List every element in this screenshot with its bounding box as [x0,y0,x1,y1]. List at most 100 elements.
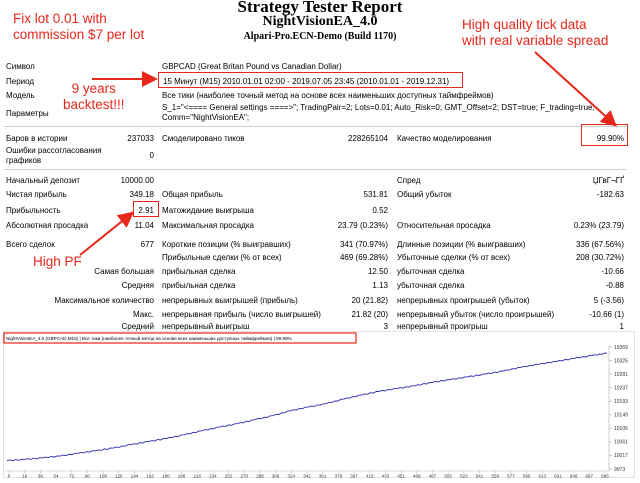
note-quality: High quality tick data with real variabl… [462,17,608,49]
profit-factor-label: Прибыльность [6,206,61,215]
max-label: Макс. [132,310,154,319]
average-profit-value: 1.13 [372,281,388,290]
x-tick-label: 288 [256,474,264,479]
x-tick-label: 234 [209,474,217,479]
y-tick-label: 10193 [614,399,628,405]
average-loss-value: -0.88 [605,281,624,290]
chart-title: NightVisionEA_4.0 (GBPCAD,M15) | Все тик… [6,335,292,341]
expected-payoff-label: Матожидание выигрыша [162,206,254,215]
quality-label: Качество моделирования [397,134,492,143]
x-tick-label: 667 [586,474,594,479]
y-tick-label: 10325 [614,358,628,364]
period-highlight [158,72,463,88]
note-fix-lot-line1: Fix lot 0.01 with [13,11,107,26]
net-profit-value: 349.18 [129,190,154,199]
x-tick-label: 108 [99,474,107,479]
x-tick-label: 415 [366,474,374,479]
x-tick-label: 324 [288,474,296,479]
note-quality-line2: with real variable spread [462,33,609,48]
note-high-pf: High PF [33,254,82,269]
x-tick-label: 577 [507,474,515,479]
max-cons-loss-value: -10.66 (1) [589,310,624,319]
arrow-quality [534,51,617,127]
params-value-line2: Comm="NightVisionEA"; [162,113,250,122]
max-count-label: Максимальное количество [54,296,154,305]
expected-payoff-value: 0.52 [372,206,388,215]
model-label: Модель [6,91,35,100]
balance-chart: NightVisionEA_4.0 (GBPCAD,M15) | Все тик… [2,330,636,479]
max-cons-profit-value: 21.82 (20) [351,310,388,319]
rel-drawdown-value: 0.23% (23.79) [573,221,624,230]
max-cons-profit-label: непрерывная прибыль (число выигрышей) [162,310,321,319]
x-tick-label: 90 [85,474,91,479]
spread-value: ЏГвГ¬ГҐ [592,176,624,185]
y-tick-label: 10237 [614,385,628,391]
short-positions-value: 341 (70.97%) [339,240,388,249]
short-positions-label: Короткие позиции (% выигравших) [162,240,291,249]
x-tick-label: 198 [178,474,186,479]
abs-drawdown-value: 11.04 [134,221,154,230]
x-tick-label: 649 [570,474,578,479]
x-tick-label: 685 [601,474,609,479]
average-label: Средняя [121,281,154,290]
max-cons-wins-value: 20 (21.82) [351,296,388,305]
note-years: 9 years backtest!!! [63,81,125,113]
note-fix-lot: Fix lot 0.01 with commission $7 per lot [13,11,144,43]
y-tick-label: 10017 [614,453,628,459]
bars-value: 237033 [127,134,154,143]
symbol-label: Символ [6,62,35,71]
gross-loss-value: -182.63 [596,190,624,199]
largest-loss-value: -10.66 [601,267,624,276]
y-tick-label: 10105 [614,426,628,432]
y-tick-label: 9973 [614,467,625,473]
long-positions-value: 336 (67.56%) [575,240,624,249]
annotation-arrows [79,51,617,256]
x-tick-label: 126 [115,474,123,479]
x-tick-label: 595 [523,474,531,479]
x-tick-label: 379 [335,474,343,479]
rel-drawdown-label: Относительная просадка [397,221,491,230]
errors-value: 0 [149,151,154,160]
note-fix-lot-line2: commission $7 per lot [13,27,145,42]
ticks-value: 228265104 [347,134,388,143]
x-tick-label: 270 [241,474,249,479]
deposit-value: 10000.00 [120,176,154,185]
largest-label: Самая большая [94,267,154,276]
x-tick-label: 613 [539,474,547,479]
max-drawdown-label: Максимальная просадка [162,221,254,230]
x-tick-label: 631 [554,474,562,479]
params-label: Параметры [6,109,49,118]
x-tick-label: 36 [38,474,44,479]
pf-highlight [133,201,159,217]
quality-value: 99.90% [596,134,624,143]
max-drawdown-value: 23.79 (0.23%) [337,221,388,230]
ea-name: NightVisionEA_4.0 [262,14,378,29]
model-value: Все тики (наиболее точный метод на основ… [162,91,494,100]
note-quality-line1: High quality tick data [462,17,587,32]
average-profit-label: прибыльная сделка [162,281,236,290]
period-value: 15 Минут (M15) 2010.01.01 02:00 - 2019.0… [163,77,450,86]
largest-loss-label: убыточная сделка [397,267,465,276]
x-tick-label: 162 [146,474,154,479]
spread-label: Спред [397,176,421,185]
max-cons-losses-value: 5 (-3.56) [593,296,624,305]
max-cons-wins-label: непрерывных выигрышей (прибыль) [162,296,298,305]
x-tick-label: 487 [429,474,437,479]
y-tick-label: 10149 [614,413,628,419]
x-tick-label: 216 [193,474,201,479]
total-trades-label: Всего сделок [6,240,55,249]
x-tick-label: 523 [460,474,468,479]
period-label: Период [6,77,35,86]
net-profit-label: Чистая прибыль [6,190,67,199]
max-cons-losses-label: непрерывных проигрышей (убыток) [397,296,530,305]
note-years-line2: backtest!!! [63,97,125,112]
abs-drawdown-label: Абсолютная просадка [6,221,89,230]
x-tick-label: 559 [491,474,499,479]
long-positions-label: Длинные позиции (% выигравших) [397,240,526,249]
arrow-pf [79,211,135,256]
x-tick-label: 306 [272,474,280,479]
x-tick-label: 252 [225,474,233,479]
ticks-label: Смоделировано тиков [162,134,245,143]
server-name: Alpari-Pro.ECN-Demo (Build 1170) [243,31,397,42]
largest-profit-label: прибыльная сделка [162,267,236,276]
